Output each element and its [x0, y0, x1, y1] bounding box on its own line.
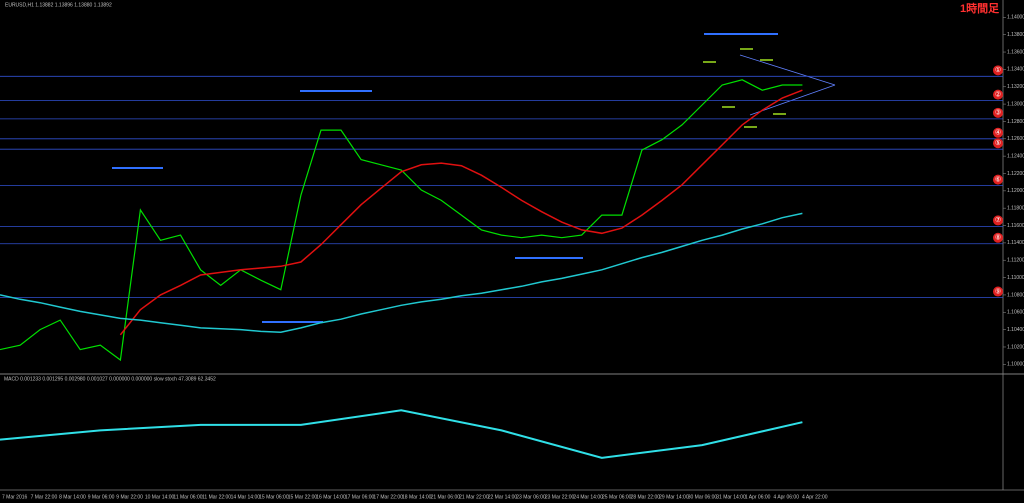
y-tick-label: 1.12000: [1007, 188, 1024, 194]
x-tick-label: 1 Apr 06:00: [745, 494, 771, 500]
y-tick-label: 1.11200: [1007, 258, 1024, 264]
x-tick-label: 29 Mar 14:00: [659, 494, 689, 500]
x-tick-label: 17 Mar 22:00: [373, 494, 403, 500]
level-badge: [993, 174, 1003, 185]
y-tick-label: 1.10000: [1007, 362, 1024, 368]
x-tick-label: 4 Apr 06:00: [773, 494, 799, 500]
x-tick-label: 25 Mar 06:00: [602, 494, 632, 500]
x-tick-label: 30 Mar 06:00: [688, 494, 718, 500]
level-label: ①: [995, 66, 1001, 74]
level-badge: [993, 286, 1003, 297]
series-line: [0, 79, 803, 362]
series-line: [119, 89, 803, 336]
x-tick-label: 8 Mar 14:00: [59, 494, 86, 500]
level-label: ⑦: [995, 216, 1001, 224]
level-badge: [993, 232, 1003, 243]
x-tick-label: 11 Mar 06:00: [173, 494, 202, 500]
level-label: ④: [995, 129, 1001, 137]
x-tick-label: 14 Mar 14:00: [231, 494, 261, 500]
level-label: ⑤: [995, 139, 1001, 147]
y-tick-label: 1.10200: [1007, 344, 1024, 350]
x-tick-label: 23 Mar 22:00: [545, 494, 575, 500]
series-line: [0, 212, 803, 333]
y-tick-label: 1.13800: [1007, 32, 1024, 38]
x-tick-label: 15 Mar 22:00: [288, 494, 318, 500]
y-tick-label: 1.10800: [1007, 292, 1024, 298]
y-tick-label: 1.13200: [1007, 84, 1024, 90]
x-tick-label: 28 Mar 22:00: [631, 494, 661, 500]
level-badge: [993, 127, 1003, 138]
x-tick-label: 18 Mar 14:00: [402, 494, 432, 500]
y-tick-label: 1.11400: [1007, 240, 1024, 246]
y-tick-label: 1.13000: [1007, 101, 1024, 107]
level-badge: [993, 89, 1003, 100]
x-tick-label: 9 Mar 22:00: [116, 494, 143, 500]
y-tick-label: 1.13400: [1007, 67, 1024, 73]
y-tick-label: 1.12400: [1007, 153, 1024, 159]
y-tick-label: 1.13600: [1007, 49, 1024, 55]
y-tick-label: 1.11600: [1007, 223, 1024, 229]
x-tick-label: 21 Mar 22:00: [459, 494, 489, 500]
y-tick-label: 1.14000: [1007, 15, 1024, 21]
x-tick-label: 10 Mar 14:00: [145, 494, 175, 500]
level-badge: [993, 65, 1003, 76]
x-tick-label: 9 Mar 06:00: [88, 494, 115, 500]
y-tick-label: 1.12600: [1007, 136, 1024, 142]
y-tick-label: 1.10400: [1007, 327, 1024, 333]
level-label: ⑧: [995, 234, 1001, 242]
level-badge: [993, 215, 1003, 226]
x-tick-label: 15 Mar 06:00: [259, 494, 289, 500]
x-tick-label: 4 Apr 22:00: [802, 494, 828, 500]
y-tick-label: 1.11800: [1007, 206, 1024, 212]
level-badge: [993, 138, 1003, 149]
y-tick-label: 1.10600: [1007, 310, 1024, 316]
level-label: ⑥: [995, 175, 1001, 183]
indicator-line: [0, 409, 803, 459]
y-tick-label: 1.12200: [1007, 171, 1024, 177]
swing-marks: [703, 48, 786, 128]
level-badge: [993, 107, 1003, 118]
x-tick-label: 22 Mar 14:00: [488, 494, 518, 500]
x-tick-label: 7 Mar 2016: [2, 494, 28, 500]
timeframe-note: 1時間足: [960, 1, 1000, 15]
x-tick-label: 24 Mar 14:00: [573, 494, 603, 500]
indicator-header: MACD 0.001233 0.001295 0.002980 0.001027…: [4, 376, 216, 382]
x-tick-label: 31 Mar 14:00: [716, 494, 746, 500]
trend-dashes: [112, 33, 778, 323]
x-tick-label: 16 Mar 14:00: [316, 494, 346, 500]
x-tick-label: 23 Mar 06:00: [516, 494, 546, 500]
triangle: [739, 54, 836, 116]
y-tick-label: 1.12800: [1007, 119, 1024, 125]
symbol-header: EURUSD,H1 1.13882 1.13896 1.13880 1.1389…: [5, 2, 112, 8]
level-label: ⑨: [995, 287, 1001, 295]
level-label: ③: [995, 109, 1001, 117]
level-label: ②: [995, 90, 1001, 98]
x-tick-label: 11 Mar 22:00: [202, 494, 231, 500]
x-tick-label: 17 Mar 06:00: [345, 494, 375, 500]
y-tick-label: 1.11000: [1007, 275, 1024, 281]
x-tick-label: 7 Mar 22:00: [31, 494, 58, 500]
x-tick-label: 21 Mar 06:00: [431, 494, 461, 500]
